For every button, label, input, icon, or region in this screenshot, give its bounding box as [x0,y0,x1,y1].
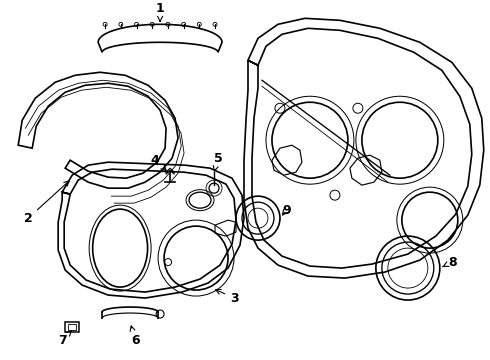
Text: 5: 5 [213,152,222,171]
Text: 7: 7 [58,331,72,347]
Text: 2: 2 [24,181,69,225]
Text: 1: 1 [156,2,165,21]
Text: 8: 8 [442,256,456,269]
Text: 4: 4 [151,154,166,170]
Bar [65,322,79,332]
Bar [68,324,76,330]
Text: 6: 6 [130,326,140,347]
Text: 3: 3 [216,289,239,305]
Text: 9: 9 [282,204,291,217]
